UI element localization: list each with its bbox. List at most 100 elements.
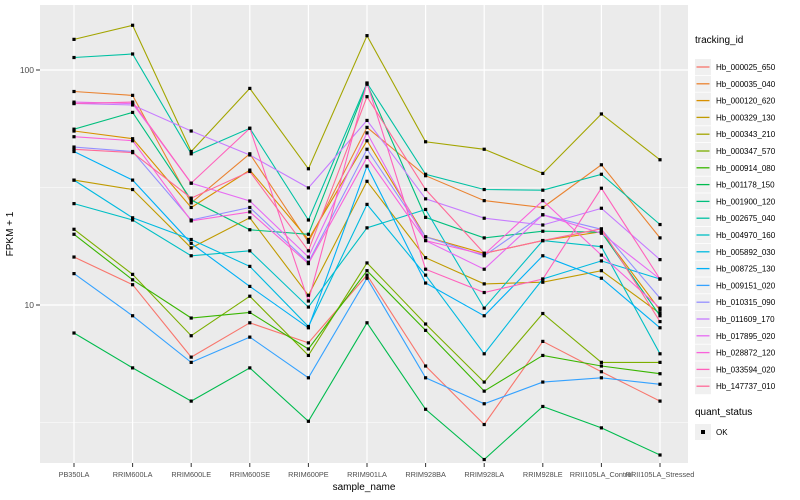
data-point [482, 216, 486, 220]
legend-label: Hb_000035_040 [716, 80, 776, 89]
data-point [424, 207, 428, 212]
x-tick-label: RRII105LA_Control [570, 470, 634, 479]
data-point [306, 186, 310, 190]
data-point [482, 314, 486, 318]
data-point [189, 201, 193, 205]
data-point [248, 153, 252, 157]
data-point [424, 140, 428, 144]
data-point [424, 215, 428, 219]
data-point [424, 187, 428, 192]
data-point [424, 256, 428, 260]
plot-panel [40, 5, 688, 463]
data-point [541, 311, 545, 316]
x-tick-label: RRIM600PE [288, 470, 329, 479]
data-point [424, 197, 428, 201]
data-point [541, 205, 545, 210]
data-point [482, 352, 486, 356]
data-point [365, 95, 369, 99]
data-point [599, 360, 603, 364]
data-point [72, 127, 76, 131]
legend-label: Hb_000025_650 [716, 63, 776, 72]
black-square-marker-icon [701, 430, 705, 434]
data-point [541, 277, 545, 281]
legend-label: Hb_147737_010 [716, 382, 776, 391]
data-point [658, 258, 662, 262]
data-point [541, 339, 545, 344]
x-tick-label: RRIM901LA [347, 470, 387, 479]
data-point [131, 139, 135, 143]
data-point [424, 322, 428, 326]
data-point [424, 281, 428, 285]
data-point [365, 34, 369, 38]
data-point [599, 376, 603, 380]
data-point [658, 311, 662, 316]
data-point [189, 196, 193, 200]
data-point [131, 283, 135, 287]
data-point [131, 23, 135, 27]
data-point [658, 158, 662, 162]
legend-label: Hb_000120_620 [716, 97, 776, 106]
data-point [599, 259, 603, 263]
data-point [365, 276, 369, 280]
data-point [599, 364, 603, 368]
data-point [189, 254, 193, 258]
x-tick-label: RRIM928LE [523, 470, 563, 479]
data-point [189, 399, 193, 403]
data-point [658, 308, 662, 312]
data-point [599, 426, 603, 430]
data-point [189, 219, 193, 223]
x-tick-label: RRIM600LA [113, 470, 153, 479]
data-point [72, 227, 76, 231]
data-point [189, 246, 193, 250]
data-point [365, 139, 369, 143]
data-point [599, 112, 603, 116]
data-point [72, 135, 76, 139]
data-point [72, 149, 76, 154]
data-point [541, 223, 545, 227]
data-point [658, 352, 662, 356]
data-point [306, 232, 310, 236]
x-axis-title: sample_name [333, 482, 396, 493]
data-point [599, 245, 603, 249]
data-point [541, 229, 545, 233]
data-point [482, 457, 486, 462]
data-point [658, 306, 662, 310]
data-point [658, 326, 662, 330]
data-point [131, 278, 135, 282]
data-point [599, 172, 603, 176]
data-point [189, 316, 193, 320]
legend-label: Hb_028872_120 [716, 349, 776, 358]
data-point [248, 216, 252, 220]
data-point [306, 293, 310, 297]
data-point [365, 202, 369, 206]
data-point [72, 89, 76, 94]
data-point [189, 237, 193, 242]
y-tick-label: 10 [25, 300, 35, 310]
x-tick-label: RRIM600SE [230, 470, 271, 479]
data-point [658, 453, 662, 457]
data-point [599, 227, 603, 231]
data-point [365, 273, 369, 277]
data-point [306, 353, 310, 358]
data-point [365, 118, 369, 123]
data-point [482, 187, 486, 192]
data-point [131, 314, 135, 318]
legend-label: Hb_009151_020 [716, 281, 776, 290]
data-point [189, 205, 193, 210]
legend-title-quant-status: quant_status [695, 407, 752, 418]
data-point [189, 198, 193, 202]
data-point [131, 93, 135, 97]
data-point [541, 353, 545, 358]
data-point [131, 187, 135, 192]
data-point [131, 272, 135, 276]
y-tick-label: 100 [20, 65, 34, 75]
data-point [599, 253, 603, 257]
data-point [365, 155, 369, 159]
data-point [306, 167, 310, 171]
legend-label: Hb_033594_020 [716, 365, 776, 374]
data-point [306, 326, 310, 330]
data-point [72, 129, 76, 133]
data-point [365, 81, 369, 85]
data-point [658, 399, 662, 403]
